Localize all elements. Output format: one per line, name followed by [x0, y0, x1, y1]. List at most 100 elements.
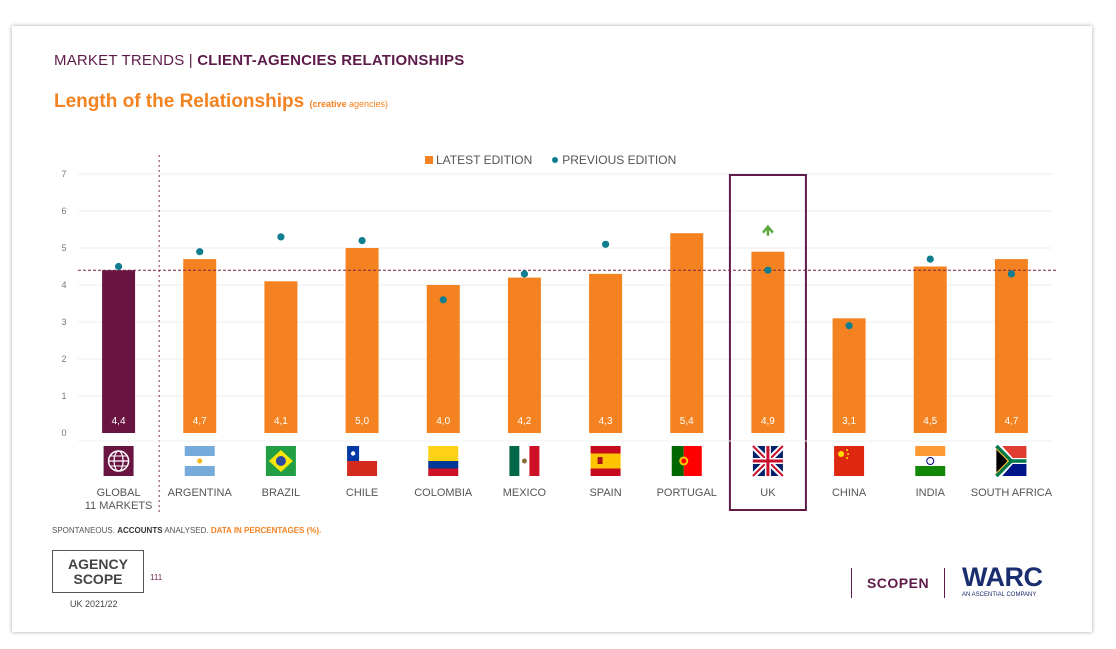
previous-edition-dot: [277, 233, 285, 241]
bar: [426, 285, 460, 433]
previous-edition-dot: [196, 248, 204, 256]
bar: [264, 281, 298, 433]
legend-previous-swatch: [552, 157, 559, 163]
flag-brazil-icon: [265, 446, 296, 476]
previous-edition-dot: [439, 296, 447, 304]
x-category-label: GLOBAL 11 MARKETS: [85, 487, 153, 512]
page-number: 111: [150, 573, 163, 582]
bar-data-label: 4,7: [1004, 416, 1018, 427]
previous-edition-dot: [1007, 270, 1016, 278]
stripe: [671, 446, 684, 476]
stripe: [428, 461, 459, 469]
bar: [994, 259, 1028, 433]
bar-data-label: 4,0: [436, 416, 450, 427]
bar-data-label: 4,7: [193, 416, 207, 427]
y-tick-label: 4: [61, 280, 66, 290]
bar-data-label: 4,5: [923, 416, 937, 427]
emblem: [597, 457, 603, 464]
previous-edition-dot: [114, 262, 123, 271]
flag-uk-icon: [750, 443, 786, 479]
bar-data-label: 5,4: [680, 416, 694, 427]
x-category-label-line: SOUTH AFRICA: [971, 487, 1053, 499]
bar: [102, 270, 136, 433]
bar-data-label: 3,1: [842, 416, 856, 427]
triangle: [996, 446, 1011, 476]
y-band-green: [995, 444, 1027, 478]
bar-data-label: 4,3: [599, 416, 613, 427]
x-category-label: CHILE: [346, 487, 378, 499]
bar: [670, 233, 704, 433]
sun: [197, 458, 203, 464]
previous-edition-dot: [358, 237, 366, 245]
chakra: [926, 457, 935, 465]
stripe: [529, 446, 540, 476]
y-tick-label: 2: [61, 354, 66, 364]
y-tick-label: 3: [61, 317, 66, 327]
y-tick-label: 7: [61, 169, 66, 179]
flag-india-icon: [915, 446, 946, 476]
emblem: [521, 458, 527, 464]
y-band-gold: [996, 448, 1010, 474]
bar-data-label: 4,9: [761, 416, 775, 427]
logo-underline: [52, 592, 144, 593]
legend-latest: LATEST EDITION: [425, 153, 532, 167]
x-category-label-line: INDIA: [916, 487, 946, 499]
x-category-label: SPAIN: [589, 487, 621, 499]
small-star: [846, 457, 849, 459]
x-category-label-line: COLOMBIA: [414, 487, 473, 499]
x-category-label: UK: [760, 487, 776, 499]
x-category-label-line: ARGENTINA: [168, 487, 233, 499]
warc-tagline: AN ASCENTIAL COMPANY: [962, 592, 1037, 598]
x-category-label: BRAZIL: [262, 487, 301, 499]
stripe: [915, 466, 946, 476]
chart-subtitle: Length of the Relationships (creative ag…: [54, 91, 389, 112]
x-category-label: PORTUGAL: [657, 487, 717, 499]
stripe: [509, 446, 520, 476]
y-tick-label: 6: [61, 206, 66, 216]
globe: [275, 456, 286, 466]
stripe: [590, 453, 621, 469]
x-category-label-line: BRAZIL: [262, 487, 301, 499]
x-category-label: ARGENTINA: [168, 487, 233, 499]
x-category-label-line: CHINA: [832, 487, 867, 499]
legend-previous: PREVIOUS EDITION: [552, 153, 676, 167]
previous-edition-dot: [926, 255, 934, 263]
cross-h-red: [752, 459, 783, 463]
x-category-label: COLOMBIA: [414, 487, 473, 499]
y-tick-label: 0: [61, 428, 66, 438]
header-title: MARKET TRENDS | CLIENT-AGENCIES RELATION…: [54, 52, 465, 69]
y-tick-label: 5: [61, 243, 66, 253]
scopen-logo: SCOPEN: [851, 568, 945, 598]
agency-scope-logo: AGENCY SCOPE: [52, 550, 144, 592]
bar: [832, 318, 866, 433]
stripe: [590, 468, 621, 476]
x-category-label: INDIA: [916, 487, 946, 499]
bar-data-label: 4,2: [517, 416, 531, 427]
stripe: [590, 446, 621, 454]
footnote: SPONTANEOUS. ACCOUNTS ANALYSED. DATA IN …: [52, 526, 322, 535]
stripe: [184, 466, 215, 476]
x-category-label-line: GLOBAL: [97, 487, 141, 499]
flag-mexico-icon: [509, 446, 540, 476]
flag-chile-icon: [347, 446, 378, 476]
shield: [681, 458, 687, 464]
bar-data-label: 5,0: [355, 416, 369, 427]
bar: [345, 248, 379, 433]
flag-spain-icon: [590, 446, 621, 476]
bar-data-label: 4,1: [274, 416, 288, 427]
previous-edition-dot: [520, 270, 529, 278]
stripe: [428, 468, 459, 476]
flag-argentina-icon: [184, 446, 215, 476]
x-category-label-line: MEXICO: [503, 487, 547, 499]
previous-edition-dot: [764, 266, 772, 274]
x-category-label-line: UK: [760, 487, 776, 499]
flag-south-africa-icon: [994, 442, 1027, 480]
x-category-label-line: PORTUGAL: [657, 487, 717, 499]
stripe: [915, 446, 946, 456]
small-star: [847, 453, 850, 455]
flag-colombia-icon: [428, 446, 459, 476]
big-star: [838, 451, 845, 457]
bar-data-label: 4,4: [112, 416, 126, 427]
bar: [507, 277, 541, 433]
